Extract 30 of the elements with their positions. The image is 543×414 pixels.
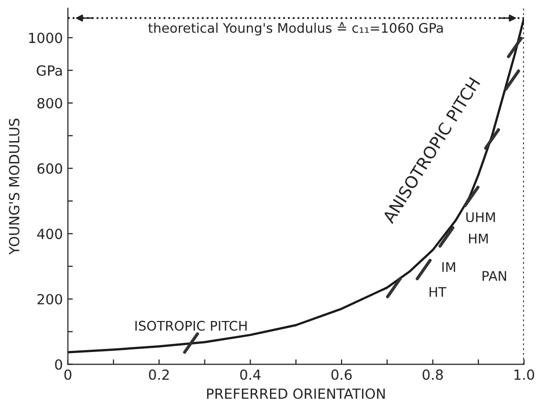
annotation: PAN	[482, 271, 506, 281]
annotation: HT	[430, 287, 446, 297]
annotation: IM	[442, 262, 456, 272]
point	[183, 332, 199, 354]
x-tick-label: 1.0	[514, 369, 534, 380]
x-axis-title: PREFERRED ORIENTATION	[207, 388, 385, 399]
point	[506, 36, 523, 58]
y-axis-title: YOUNG'S MODULUS	[8, 118, 20, 255]
y-tick-label: 200	[38, 294, 62, 304]
y-tick-label: 1000	[29, 32, 62, 44]
x-tick-label: 0.6	[331, 369, 352, 380]
annotation: HM	[469, 234, 488, 244]
point	[416, 258, 432, 280]
y-tick-label: GPa	[36, 65, 62, 76]
annotation: UHM	[466, 212, 495, 222]
y-tick-label: 0	[55, 359, 62, 370]
x-tick-label: 0.2	[148, 369, 169, 380]
y-tick-label: 400	[37, 228, 62, 240]
y-tick-label: 600	[37, 163, 62, 174]
point	[438, 226, 454, 248]
point	[386, 276, 402, 298]
ref-line-label: theoretical Young's Modulus ≙ c₁₁=1060 GPa	[148, 22, 443, 36]
point	[464, 186, 480, 208]
point	[504, 69, 520, 91]
annotation: ISOTROPIC PITCH	[135, 320, 247, 331]
y-tick-label: 800	[37, 98, 62, 108]
x-tick-label: 0.4	[240, 369, 261, 380]
point	[484, 128, 500, 150]
x-tick-label: 0	[64, 369, 72, 380]
x-tick-label: 0.8	[422, 369, 443, 380]
